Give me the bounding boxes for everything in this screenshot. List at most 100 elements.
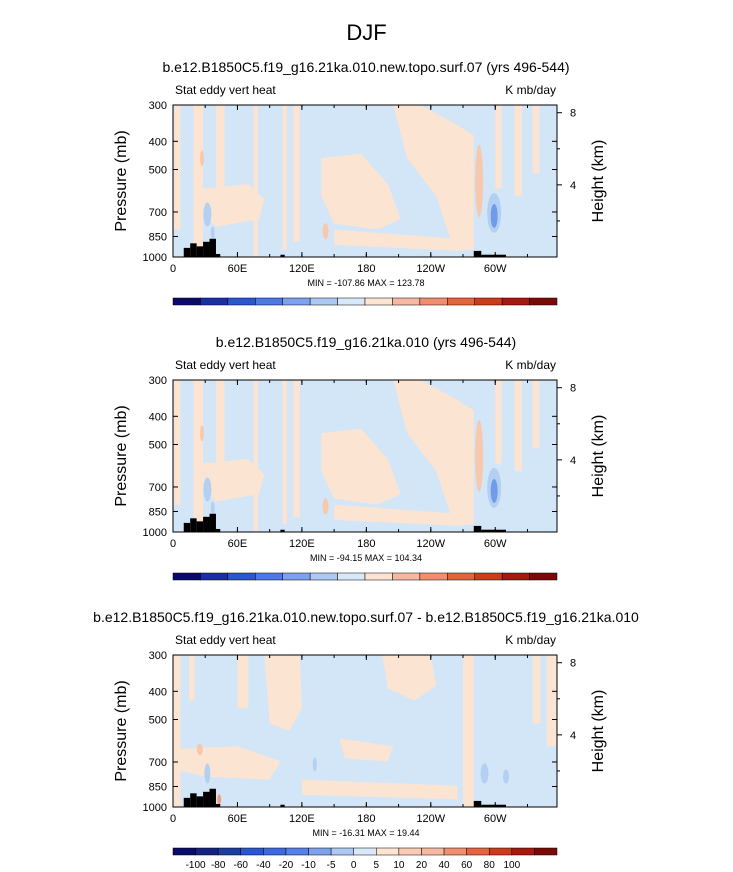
colorbar-box: [217, 847, 242, 856]
diff-warm-150w: [382, 655, 437, 701]
terrain-block: [190, 243, 197, 257]
colorbar-box: [227, 297, 256, 306]
warm-core-142e: [322, 223, 329, 240]
contour-field: [173, 105, 557, 257]
colorbar-box: [419, 297, 448, 306]
colorbar-label: -100: [186, 860, 206, 870]
warm-strip-45e: [215, 105, 225, 189]
colorbar-box: [534, 847, 558, 856]
diff-cool-32e: [204, 763, 211, 784]
y-tick-label: 700: [149, 757, 167, 769]
x-tick-label: 120E: [289, 813, 315, 825]
stats-label: MIN = -94.15 MAX = 104.34: [310, 553, 422, 563]
x-tick-label: 180: [357, 813, 375, 825]
y-tick-label: 300: [149, 375, 167, 387]
x-tick-label: 60W: [484, 538, 507, 550]
colorbar-box: [529, 297, 558, 306]
cool-core-37e: [210, 501, 215, 514]
warm-core-27e: [200, 150, 205, 167]
chart-title: b.e12.B1850C5.f19_g16.21ka.010 (yrs 496-…: [216, 334, 516, 350]
left-label: Stat eddy vert heat: [175, 83, 276, 97]
warm-core-142e: [322, 498, 329, 515]
warm-lowlevel-band: [334, 229, 461, 251]
x-tick-label: 120W: [416, 263, 445, 275]
y-tick-label: 850: [149, 231, 167, 243]
page-title: DJF: [346, 20, 387, 45]
colorbar-box: [337, 297, 366, 306]
y-tick-label: 700: [149, 207, 167, 219]
cool-core-37e: [210, 226, 215, 239]
cool-core-32e: [203, 477, 212, 502]
terrain-block: [215, 528, 221, 532]
terrain-block: [473, 525, 482, 532]
terrain-block: [481, 529, 506, 532]
colorbar-box: [443, 847, 467, 856]
left-label: Stat eddy vert heat: [175, 633, 276, 647]
warm-strip-104e: [282, 380, 287, 525]
warm-strip-40w: [514, 380, 523, 472]
chart-panel-2: b.e12.B1850C5.f19_g16.21ka.010 (yrs 496-…: [113, 334, 607, 581]
colorbar-box: [447, 297, 475, 306]
warm-strip-60w: [495, 380, 502, 464]
y-axis-title: Pressure (mb): [113, 130, 130, 231]
chart-panel-3: b.e12.B1850C5.f19_g16.21ka.010.new.topo.…: [93, 609, 639, 870]
colorbar-box: [474, 572, 503, 581]
contour-field: [173, 655, 557, 807]
y-tick-label: 850: [149, 506, 167, 518]
height-tick-label: 4: [570, 455, 576, 467]
terrain-block: [215, 253, 221, 257]
colorbar-box: [392, 572, 421, 581]
units-label: K mb/day: [505, 358, 556, 372]
x-tick-label: 180: [357, 263, 375, 275]
colorbar-label: -40: [256, 860, 271, 870]
height-tick-label: 8: [570, 383, 576, 395]
terrain-block: [203, 791, 210, 807]
y-axis-title: Pressure (mb): [113, 405, 130, 506]
terrain-block: [196, 246, 204, 257]
left-label: Stat eddy vert heat: [175, 358, 276, 372]
diff-warm-core-25e: [196, 743, 203, 756]
terrain-block: [209, 238, 216, 257]
colorbar-box: [398, 847, 422, 856]
x-tick-label: 120E: [289, 263, 315, 275]
terrain-block: [203, 241, 210, 257]
warm-region-asia: [203, 459, 265, 502]
x-tick-label: 60E: [228, 813, 248, 825]
warm-strip-20w: [532, 105, 540, 174]
plot-frame: [172, 379, 558, 533]
y-tick-label: 1000: [143, 527, 167, 539]
colorbar-box: [466, 847, 490, 856]
terrain-block: [196, 521, 204, 532]
terrain-block: [203, 516, 210, 532]
units-label: K mb/day: [505, 83, 556, 97]
height-tick-label: 4: [570, 180, 576, 192]
x-tick-label: 60W: [484, 813, 507, 825]
colorbar-box: [353, 847, 377, 856]
colorbar-box: [255, 572, 283, 581]
x-tick-label: 120W: [416, 538, 445, 550]
warm-strip-20w: [532, 380, 540, 449]
height-tick-label: 8: [570, 108, 576, 120]
warm-core-75w: [475, 420, 484, 492]
colorbar-box: [172, 297, 201, 306]
diff-warm-core-43e: [217, 794, 222, 805]
terrain-block: [481, 254, 506, 257]
y-tick-label: 400: [149, 411, 167, 423]
warm-lowlevel-band: [334, 504, 461, 526]
chart-panel-1: b.e12.B1850C5.f19_g16.21ka.010.new.topo.…: [113, 59, 607, 306]
terrain-block: [209, 513, 216, 532]
colorbar-box: [337, 572, 366, 581]
diff-warm-0e: [173, 655, 181, 807]
colorbar-box: [529, 572, 558, 581]
warm-strip-104e: [282, 105, 287, 250]
diff-cool-70w: [480, 763, 489, 784]
y-tick-label: 400: [149, 136, 167, 148]
warm-core-27e: [200, 425, 205, 442]
y-tick-label: 500: [149, 164, 167, 176]
colorbar-box: [285, 847, 309, 856]
terrain-block: [183, 522, 191, 532]
diff-warm-85w: [463, 655, 474, 807]
terrain-block: [481, 804, 506, 807]
colorbar-box: [376, 847, 400, 856]
terrain-block: [215, 803, 221, 807]
